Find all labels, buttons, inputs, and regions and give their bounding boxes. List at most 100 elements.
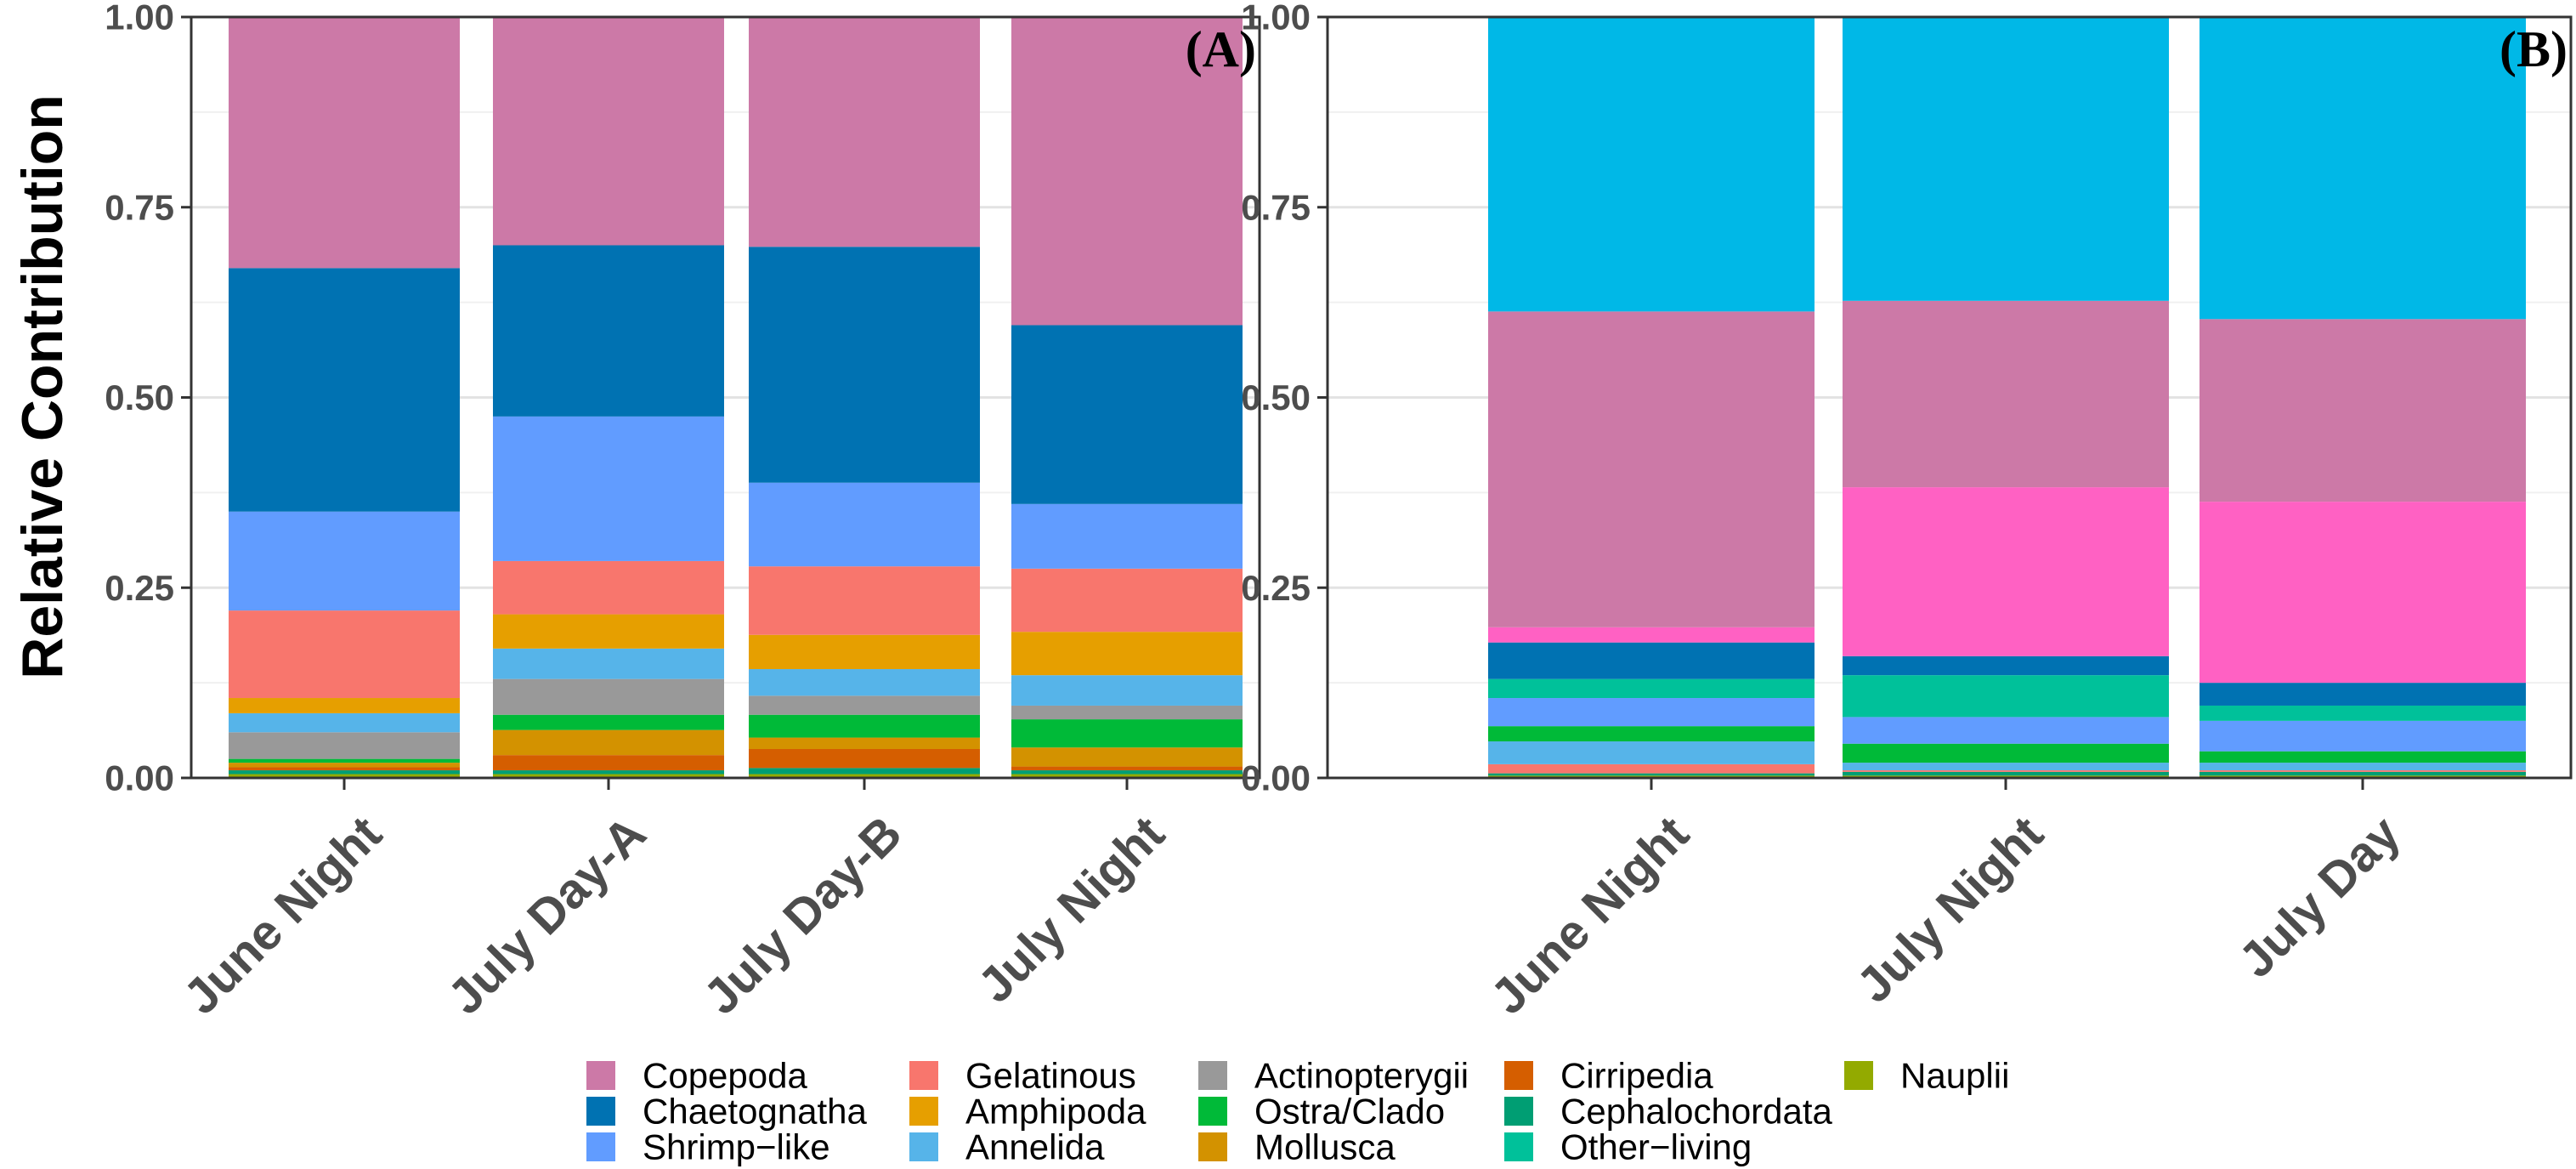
bar-segment [1011, 705, 1243, 720]
bar-segment [1011, 766, 1243, 771]
bar-segment [1488, 642, 1815, 679]
legend-key-copepoda [586, 1061, 615, 1090]
bar-segment [229, 763, 460, 768]
bar-segment [229, 698, 460, 713]
bar-segment [1011, 719, 1243, 748]
bar-segment [1843, 487, 2169, 656]
y-tick-label: 1.00 [105, 0, 174, 37]
legend-key-gelatinous [909, 1061, 938, 1090]
bar-segment [493, 714, 724, 730]
legend-key-otherliving [1504, 1132, 1533, 1161]
bar-segment [229, 17, 460, 269]
legend-key-amphipoda [909, 1097, 938, 1126]
panel-label: (B) [2500, 21, 2568, 77]
bar-segment [493, 245, 724, 417]
legend-label-nauplii: Nauplii [1900, 1056, 2009, 1096]
bar-segment [1843, 17, 2169, 301]
bar-segment [749, 566, 980, 635]
bar-segment [749, 482, 980, 567]
bar-segment [2200, 720, 2526, 752]
y-tick-label: 0.75 [1241, 187, 1311, 227]
legend-label-shrimp: Shrimp−like [643, 1127, 830, 1167]
bar-segment [1843, 771, 2169, 776]
bar-segment [2200, 319, 2526, 502]
y-tick-label: 0.25 [1241, 568, 1311, 608]
bar-segment [1843, 770, 2169, 772]
y-tick-label: 0.25 [105, 568, 174, 608]
bar-segment [493, 678, 724, 715]
bar-segment [1488, 726, 1815, 742]
bar-segment [229, 268, 460, 512]
bar-segment [229, 610, 460, 699]
bar-segment [493, 17, 724, 246]
bar-segment [2200, 17, 2526, 320]
legend-key-annelida [909, 1132, 938, 1161]
bar-segment [1011, 774, 1243, 778]
bar-segment [1843, 655, 2169, 676]
bar-segment [1011, 503, 1243, 569]
legend-label-chaetognatha: Chaetognatha [643, 1092, 868, 1132]
legend-label-ostraclado: Ostra/Clado [1254, 1092, 1445, 1132]
legend-label-otherliving: Other−living [1560, 1127, 1752, 1167]
bar-segment [1843, 300, 2169, 488]
bar-segment [2200, 683, 2526, 706]
legend-key-actinopterygii [1198, 1061, 1227, 1090]
bar-segment [1843, 675, 2169, 718]
bar-segment [2200, 751, 2526, 763]
legend-key-shrimp [586, 1132, 615, 1161]
bar-segment [493, 755, 724, 771]
bar-segment [749, 695, 980, 715]
bar-segment [749, 748, 980, 769]
legend-label-actinopterygii: Actinopterygii [1254, 1056, 1469, 1096]
bar-segment [1011, 747, 1243, 767]
bar-segment [493, 416, 724, 561]
bar-segment [1011, 632, 1243, 676]
bar-segment [229, 758, 460, 763]
legend-key-cirripedia [1504, 1061, 1533, 1090]
bar-segment [1843, 743, 2169, 763]
bar-segment [2200, 771, 2526, 776]
bar-segment [2200, 705, 2526, 721]
bar-segment [1011, 770, 1243, 775]
y-tick-label: 0.75 [105, 187, 174, 227]
bar-segment [1488, 773, 1815, 776]
legend-label-cephalochordata: Cephalochordata [1560, 1092, 1833, 1132]
bar-segment [749, 774, 980, 778]
bar-segment [493, 729, 724, 756]
bar-segment [1488, 627, 1815, 643]
bar-segment [1843, 717, 2169, 744]
bar-segment [229, 770, 460, 775]
legend-label-copepoda: Copepoda [643, 1056, 807, 1096]
legend-key-cephalochordata [1504, 1097, 1533, 1126]
bar-segment [749, 737, 980, 749]
legend-key-mollusca [1198, 1132, 1227, 1161]
y-tick-label: 1.00 [1241, 0, 1311, 37]
legend-key-ostraclado [1198, 1097, 1227, 1126]
bar-segment [749, 247, 980, 483]
bar-segment [749, 17, 980, 247]
bar-segment [1011, 675, 1243, 706]
legend-label-amphipoda: Amphipoda [965, 1092, 1146, 1132]
y-axis-label: Relative Contribution [10, 94, 75, 679]
bar-segment [229, 774, 460, 778]
bar-segment [1011, 17, 1243, 326]
bar-segment [229, 712, 460, 733]
bar-segment [1011, 568, 1243, 633]
bar-segment [493, 648, 724, 679]
bar-segment [2200, 502, 2526, 684]
bar-segment [749, 634, 980, 670]
bar-segment [1488, 698, 1815, 727]
legend-label-mollusca: Mollusca [1254, 1127, 1396, 1167]
bar-segment [1488, 741, 1815, 764]
bar-segment [493, 774, 724, 778]
bar-segment [749, 768, 980, 775]
legend-label-cirripedia: Cirripedia [1560, 1056, 1713, 1096]
bar-segment [229, 511, 460, 611]
bar-segment [1488, 311, 1815, 627]
bar-segment [493, 560, 724, 615]
bar-segment [493, 614, 724, 649]
legend-label-gelatinous: Gelatinous [965, 1056, 1136, 1096]
panel-label: (A) [1186, 21, 1256, 77]
bar-segment [749, 669, 980, 696]
bar-segment [749, 714, 980, 738]
